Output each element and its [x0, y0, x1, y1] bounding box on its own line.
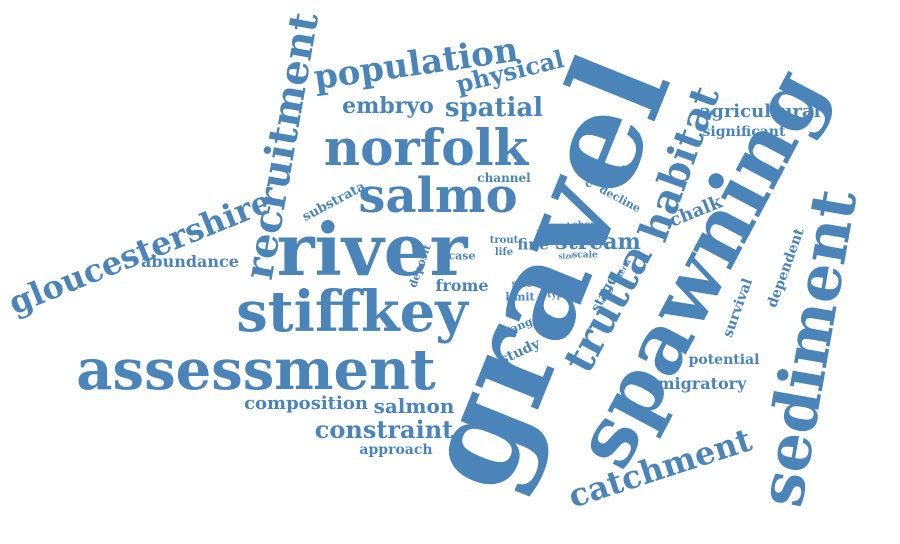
word-assessment: assessment	[76, 337, 436, 403]
word-pool: pool	[438, 256, 450, 276]
word-agricultural: agricultural	[699, 101, 821, 122]
word-stiffkey: stiffkey	[236, 279, 468, 345]
word-salmon: salmon	[373, 394, 455, 418]
word-significant: significant	[702, 124, 786, 140]
word-fine: fine	[517, 235, 549, 254]
word-life: life	[494, 247, 514, 258]
word-migratory: migratory	[657, 374, 747, 393]
word-embryo: embryo	[342, 93, 434, 119]
word-norfolk: norfolk	[323, 118, 529, 177]
word-type: type	[547, 290, 569, 301]
word-potential: potential	[688, 352, 760, 368]
word-case: case	[448, 249, 476, 263]
word-stream: stream	[555, 229, 641, 255]
word-limit: limit	[505, 290, 535, 304]
word-approach: approach	[359, 442, 433, 458]
word-river: river	[276, 207, 468, 292]
word-short: short	[572, 220, 600, 231]
word-composition: composition	[244, 393, 368, 414]
word-scale: scale	[572, 250, 598, 261]
word-spatial: spatial	[444, 93, 544, 123]
word-site: site	[511, 279, 533, 290]
word-trout: trout	[489, 235, 519, 246]
word-size: size	[558, 251, 574, 261]
word-frome: frome	[435, 276, 489, 295]
word-constraint: constraint	[314, 415, 454, 444]
word-role: role	[557, 221, 575, 231]
word-channel: channel	[477, 171, 531, 185]
word-abundance: abundance	[141, 252, 239, 271]
word-salmo: salmo	[358, 168, 518, 224]
